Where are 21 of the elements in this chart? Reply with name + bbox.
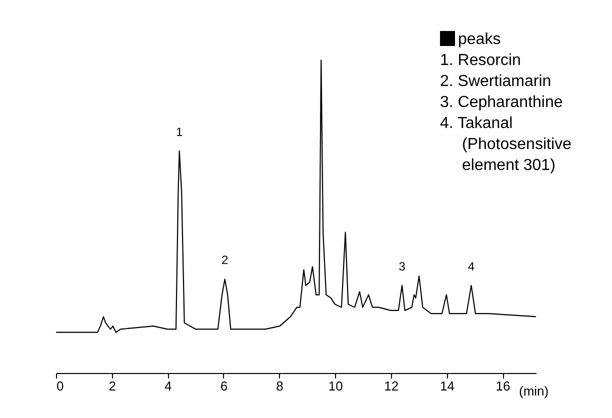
x-tick-label: 14 xyxy=(440,378,454,394)
x-tick-label: 10 xyxy=(328,378,343,394)
x-tick-label: 12 xyxy=(384,378,399,394)
annotation: 4 xyxy=(468,259,475,274)
annotation: 4. Takanal xyxy=(440,115,513,132)
x-tick-label: 16 xyxy=(496,378,510,394)
annotation: 3. Cepharanthine xyxy=(440,94,563,111)
x-tick-label: 6 xyxy=(220,378,228,394)
x-tick-label: 0 xyxy=(56,378,64,394)
annotation: 1 xyxy=(176,124,184,139)
annotation: element 301) xyxy=(462,157,556,174)
text: peaks xyxy=(458,31,501,48)
x-tick-label: 4 xyxy=(164,378,172,394)
x-axis-title: (min) xyxy=(519,384,549,398)
annotation: 2. Swertiamarin xyxy=(440,73,552,90)
x-tick-label: 8 xyxy=(276,378,284,394)
annotation: 3 xyxy=(398,259,406,274)
annotation: 2 xyxy=(221,253,228,268)
annotation: 1. Resorcin xyxy=(440,52,521,69)
x-tick-label: 2 xyxy=(108,378,116,394)
annotation: (Photosensitive xyxy=(462,136,572,153)
